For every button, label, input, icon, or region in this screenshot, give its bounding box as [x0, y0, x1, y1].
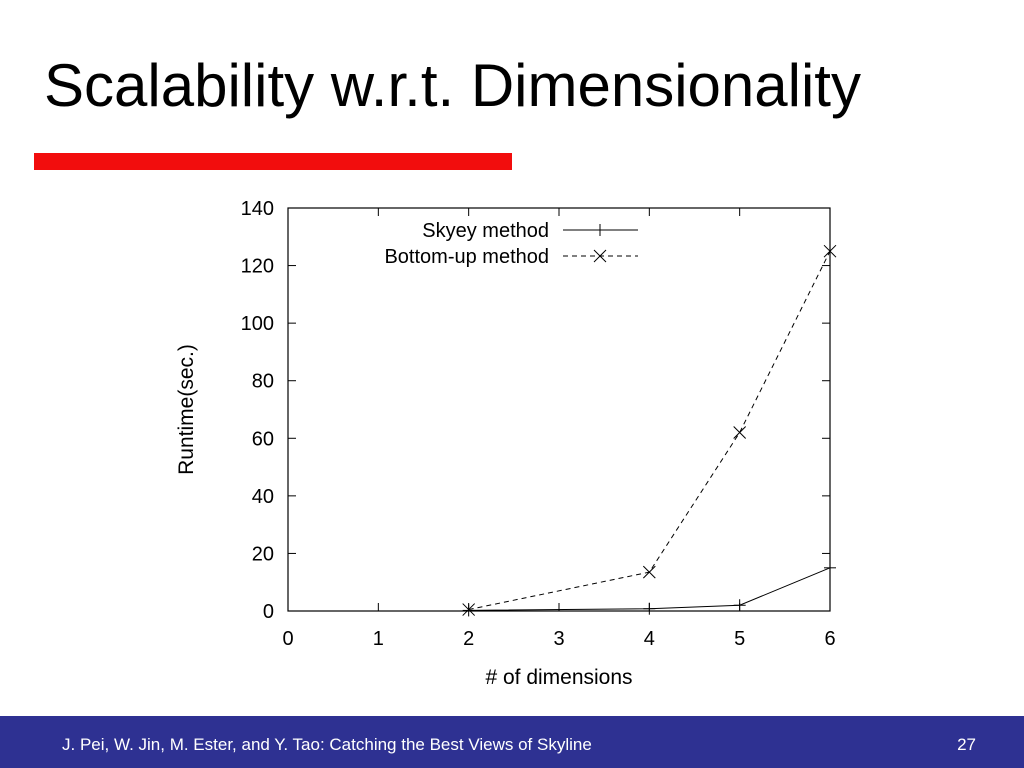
x-tick-label: 0 — [282, 628, 293, 650]
legend-marker — [593, 249, 607, 263]
y-tick-label: 40 — [252, 486, 274, 508]
footer-bar — [0, 716, 1024, 768]
y-tick-label: 20 — [252, 543, 274, 565]
data-point — [823, 244, 837, 258]
x-tick-label: 4 — [644, 628, 655, 650]
series-line-bottom-up — [468, 250, 831, 611]
data-point — [642, 565, 656, 579]
legend-label: Skyey method — [422, 220, 549, 242]
x-tick-label: 3 — [553, 628, 564, 650]
legend-label: Bottom-up method — [384, 246, 549, 268]
y-tick-label: 120 — [241, 256, 274, 278]
x-tick-label: 2 — [463, 628, 474, 650]
title-accent-rule — [34, 153, 512, 170]
x-tick-label: 6 — [824, 628, 835, 650]
x-tick-label: 5 — [734, 628, 745, 650]
y-tick-label: 100 — [241, 313, 274, 335]
x-tick-label: 1 — [373, 628, 384, 650]
page-number: 27 — [957, 735, 976, 754]
x-axis-label: # of dimensions — [485, 666, 632, 689]
y-tick-label: 60 — [252, 428, 274, 450]
footer-citation: J. Pei, W. Jin, M. Ester, and Y. Tao: Ca… — [62, 735, 592, 754]
data-point — [733, 426, 747, 439]
y-tick-label: 140 — [241, 198, 274, 220]
plot-frame — [287, 207, 831, 612]
series-line-skyey — [468, 567, 831, 611]
y-tick-label: 80 — [252, 371, 274, 393]
y-axis-label: Runtime(sec.) — [175, 344, 198, 475]
y-tick-label: 0 — [263, 601, 274, 623]
slide-title: Scalability w.r.t. Dimensionality — [44, 52, 861, 119]
data-point — [462, 603, 476, 616]
runtime-line-chart: 0 20 40 60 80 100 120 140 0 1 2 3 4 5 6 # of dimensions… — [175, 198, 837, 689]
